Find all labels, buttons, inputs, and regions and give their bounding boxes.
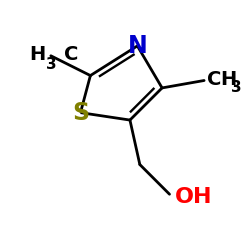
Text: C: C <box>206 70 221 89</box>
Text: N: N <box>128 34 147 58</box>
Text: H: H <box>30 45 46 64</box>
Text: 3: 3 <box>46 57 57 72</box>
Text: OH: OH <box>174 187 212 207</box>
Text: S: S <box>72 101 89 125</box>
Text: C: C <box>64 45 79 64</box>
Text: 3: 3 <box>231 80 241 96</box>
Text: H: H <box>220 70 236 89</box>
